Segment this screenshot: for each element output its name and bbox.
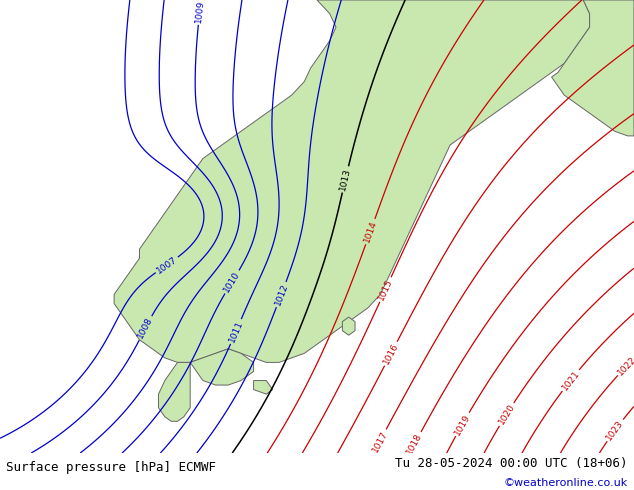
- Text: 1013: 1013: [339, 167, 353, 192]
- Text: 1015: 1015: [377, 277, 394, 302]
- Text: 1009: 1009: [194, 0, 205, 24]
- Text: 1021: 1021: [560, 368, 581, 392]
- Polygon shape: [254, 381, 273, 394]
- Text: 1023: 1023: [605, 418, 625, 442]
- Text: Tu 28-05-2024 00:00 UTC (18+06): Tu 28-05-2024 00:00 UTC (18+06): [395, 457, 628, 470]
- Text: 1010: 1010: [222, 270, 242, 294]
- Text: 1020: 1020: [496, 402, 516, 426]
- Polygon shape: [552, 0, 634, 136]
- Text: 1018: 1018: [405, 432, 424, 456]
- Text: 1007: 1007: [155, 255, 179, 275]
- Text: 1016: 1016: [382, 342, 400, 366]
- Text: 1022: 1022: [616, 354, 634, 377]
- Text: 1008: 1008: [136, 316, 155, 341]
- Polygon shape: [158, 363, 190, 421]
- Text: ©weatheronline.co.uk: ©weatheronline.co.uk: [503, 478, 628, 489]
- Text: 1014: 1014: [362, 220, 378, 244]
- Polygon shape: [190, 349, 254, 385]
- Polygon shape: [342, 317, 355, 335]
- Text: 1012: 1012: [273, 282, 290, 307]
- Text: 1019: 1019: [453, 412, 472, 437]
- Text: 1011: 1011: [228, 319, 245, 344]
- Polygon shape: [114, 0, 590, 363]
- Text: Surface pressure [hPa] ECMWF: Surface pressure [hPa] ECMWF: [6, 461, 216, 474]
- Text: 1017: 1017: [370, 429, 389, 454]
